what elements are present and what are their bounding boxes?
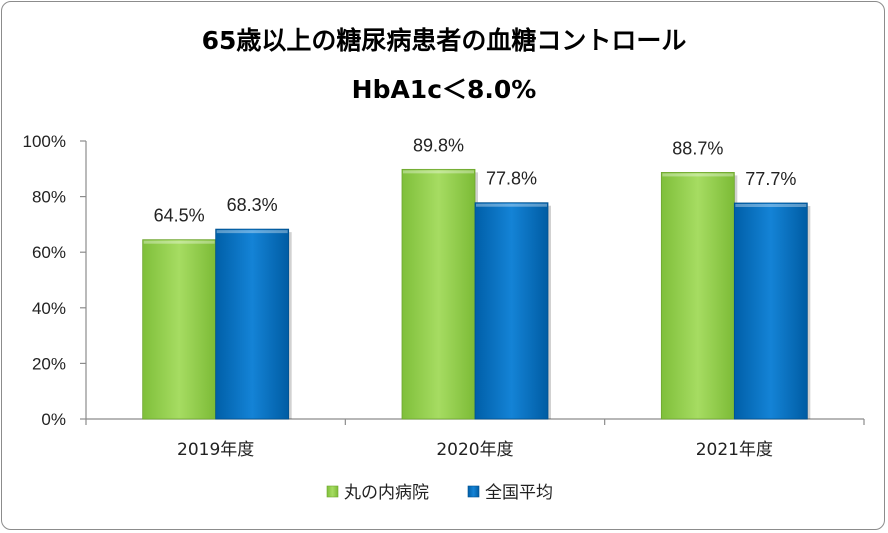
bar-marunouchi-0 xyxy=(142,239,217,420)
data-labels: 64.5% 68.3% 89.8% 77.8% 88.7% 77.7% xyxy=(154,135,797,225)
legend: 丸の内病院 全国平均 xyxy=(326,483,553,503)
x-tick-label: 2021年度 xyxy=(696,440,773,460)
bars xyxy=(142,168,811,420)
legend-swatch xyxy=(326,485,339,498)
data-label: 68.3% xyxy=(227,195,278,215)
data-label: 89.8% xyxy=(413,135,464,155)
bar-bevel xyxy=(403,170,474,174)
y-tick-label: 60% xyxy=(32,243,66,262)
y-tick-label: 20% xyxy=(32,354,66,373)
bar-marunouchi-1 xyxy=(401,168,476,420)
legend-label: 全国平均 xyxy=(485,483,553,503)
bar-national-1 xyxy=(474,202,549,420)
legend-label: 丸の内病院 xyxy=(344,483,429,503)
data-label: 88.7% xyxy=(672,138,723,158)
bar-national-2 xyxy=(733,202,808,420)
bar-bevel xyxy=(476,203,547,207)
y-tick-label: 0% xyxy=(41,410,66,429)
chart-subtitle: HbA1c＜8.0% xyxy=(352,75,537,104)
x-tick-label: 2019年度 xyxy=(177,440,254,460)
data-label: 77.7% xyxy=(745,169,796,189)
data-label: 64.5% xyxy=(154,206,205,226)
bar-bevel xyxy=(143,240,215,244)
bar-bevel xyxy=(662,173,734,177)
legend-swatch xyxy=(467,485,480,498)
x-tick-label: 2020年度 xyxy=(436,440,513,460)
x-axis: 2019年度 2020年度 2021年度 xyxy=(85,418,865,460)
data-label: 77.8% xyxy=(486,169,537,189)
y-axis: 0% 20% 40% 60% 80% 100% xyxy=(23,132,87,429)
y-tick-label: 40% xyxy=(32,299,66,318)
y-tick-label: 80% xyxy=(32,188,66,207)
bar-national-0 xyxy=(215,228,290,420)
bar-bevel xyxy=(735,203,807,207)
bar-bevel xyxy=(216,230,288,234)
chart-title: 65歳以上の糖尿病患者の血糖コントロール xyxy=(202,26,687,55)
y-tick-label: 100% xyxy=(23,132,66,151)
bar-marunouchi-2 xyxy=(660,172,735,420)
